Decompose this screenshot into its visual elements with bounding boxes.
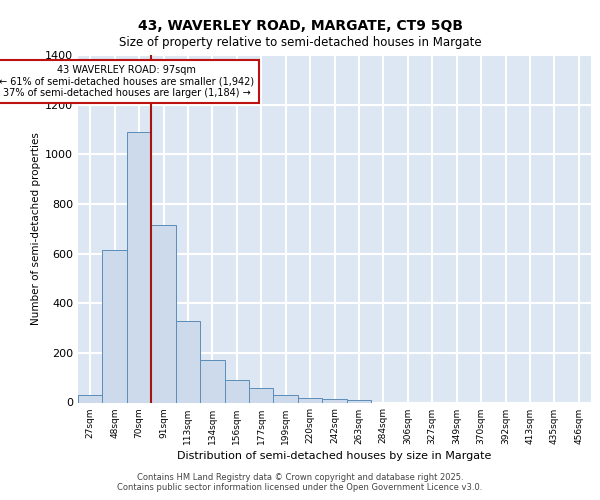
Bar: [127, 132, 151, 402]
Bar: [322, 399, 347, 402]
Bar: [224, 380, 249, 402]
Text: 43, WAVERLEY ROAD, MARGATE, CT9 5QB: 43, WAVERLEY ROAD, MARGATE, CT9 5QB: [137, 19, 463, 33]
Bar: [200, 360, 224, 403]
Text: 43 WAVERLEY ROAD: 97sqm
← 61% of semi-detached houses are smaller (1,942)
37% of: 43 WAVERLEY ROAD: 97sqm ← 61% of semi-de…: [0, 65, 254, 98]
Bar: [176, 320, 200, 402]
X-axis label: Distribution of semi-detached houses by size in Margate: Distribution of semi-detached houses by …: [178, 450, 491, 460]
Text: Size of property relative to semi-detached houses in Margate: Size of property relative to semi-detach…: [119, 36, 481, 49]
Bar: [298, 398, 322, 402]
Bar: [151, 225, 176, 402]
Bar: [274, 395, 298, 402]
Y-axis label: Number of semi-detached properties: Number of semi-detached properties: [31, 132, 41, 325]
Bar: [103, 250, 127, 402]
Bar: [347, 400, 371, 402]
Bar: [78, 395, 103, 402]
Text: Contains HM Land Registry data © Crown copyright and database right 2025.
Contai: Contains HM Land Registry data © Crown c…: [118, 473, 482, 492]
Bar: [249, 388, 274, 402]
